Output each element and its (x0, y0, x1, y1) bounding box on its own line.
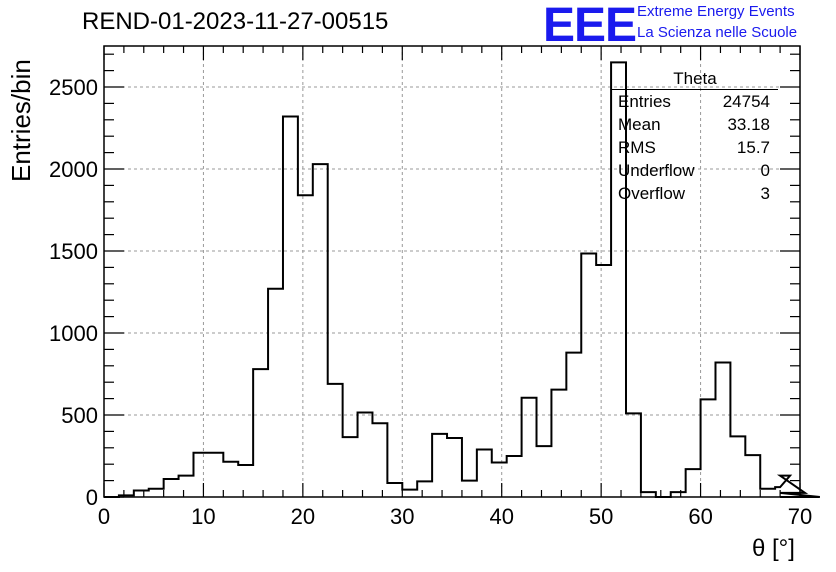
histogram-bin (387, 483, 402, 497)
x-tick-label: 40 (489, 504, 513, 529)
histogram-bin (193, 453, 208, 497)
stats-value: 33.18 (727, 115, 770, 134)
histogram-outline (104, 61, 820, 498)
histogram-bin (268, 289, 283, 497)
y-tick-label: 0 (86, 485, 98, 510)
x-tick-label: 50 (589, 504, 613, 529)
x-tick-label: 20 (291, 504, 315, 529)
stats-label: Mean (618, 115, 661, 134)
x-tick-label: 10 (191, 504, 215, 529)
histogram-bin (447, 438, 462, 497)
stats-label: Overflow (618, 184, 686, 203)
histogram-bin (507, 456, 522, 497)
histogram-bin (372, 423, 387, 497)
x-tick-label: 30 (390, 504, 414, 529)
logo-line-1: Extreme Energy Events (637, 3, 795, 20)
y-tick-label: 2000 (49, 157, 98, 182)
stats-label: Underflow (618, 161, 695, 180)
histogram-bin (596, 265, 611, 497)
histogram-bin (745, 455, 760, 497)
histogram-bin (462, 481, 477, 497)
histogram-bin (298, 195, 313, 497)
stats-row-overflow: Overflow 3 (612, 182, 778, 205)
histogram-bin (626, 413, 641, 497)
histogram-bin (432, 434, 447, 497)
stats-label: RMS (618, 138, 656, 157)
histogram-bin (686, 469, 701, 497)
x-axis-label: θ [°] (752, 535, 795, 562)
stats-row-rms: RMS 15.7 (612, 136, 778, 159)
histogram-bin (537, 446, 552, 497)
histogram-bin (164, 479, 179, 497)
histogram-bin (417, 481, 432, 497)
histogram-bin (775, 487, 780, 497)
y-tick-label: 2500 (49, 75, 98, 100)
chart-title: REND-01-2023-11-27-00515 (82, 8, 389, 35)
histogram-bin (313, 164, 328, 497)
histogram-bin (402, 490, 417, 497)
histogram-bin (581, 253, 596, 497)
histogram-bin (715, 363, 730, 497)
stats-row-mean: Mean 33.18 (612, 113, 778, 136)
histogram-bin (149, 489, 164, 497)
histogram-bin (492, 463, 507, 497)
stats-row-entries: Entries 24754 (612, 90, 778, 113)
eee-logo: EEE (543, 0, 637, 52)
histogram-bin (522, 398, 537, 497)
histogram-bin (343, 437, 358, 497)
stats-row-underflow: Underflow 0 (612, 159, 778, 182)
histogram-bin (701, 399, 716, 497)
histogram-bin (179, 476, 194, 497)
histogram-bin (253, 369, 268, 497)
histogram-bin (730, 436, 745, 497)
x-tick-label: 0 (98, 504, 110, 529)
histogram-bin (328, 384, 343, 497)
stats-value: 0 (760, 161, 770, 180)
stats-box: Theta Entries 24754 Mean 33.18 RMS 15.7 … (612, 68, 778, 205)
y-tick-label: 500 (61, 403, 98, 428)
y-axis-label: Entries/bin (6, 59, 36, 182)
plot-frame (103, 45, 801, 498)
x-tick-label: 60 (688, 504, 712, 529)
stats-box-title: Theta (612, 68, 778, 90)
stats-value: 24754 (722, 92, 770, 111)
stats-value: 3 (760, 184, 770, 203)
histogram-bin (238, 465, 253, 497)
histogram-bin (551, 390, 566, 497)
histogram-bin (760, 489, 775, 497)
histogram-bin (477, 449, 492, 497)
x-tick-label: 70 (788, 504, 812, 529)
stats-label: Entries (618, 92, 671, 111)
histogram-bin (223, 462, 238, 497)
y-tick-label: 1500 (49, 239, 98, 264)
stats-value: 15.7 (736, 138, 770, 157)
logo-line-2: La Scienza nelle Scuole (637, 24, 798, 41)
histogram-bin (358, 413, 373, 497)
histogram-bin (283, 117, 298, 497)
y-tick-label: 1000 (49, 321, 98, 346)
histogram-bin (566, 353, 581, 497)
histogram-bin (134, 490, 149, 497)
histogram-bin (208, 453, 223, 497)
